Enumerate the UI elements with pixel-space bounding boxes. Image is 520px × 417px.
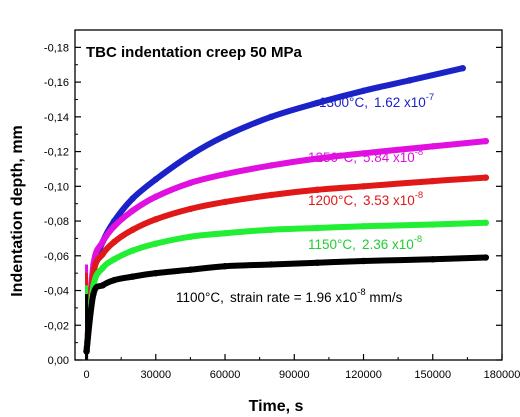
data-series-group (83, 65, 490, 360)
data-point (152, 269, 159, 277)
data-point (360, 150, 367, 157)
data-point (429, 256, 436, 263)
data-point (99, 238, 106, 246)
data-point (90, 290, 97, 298)
annotation-1100: 1100°C, strain rate = 1.96 x10-8 mm/s (176, 287, 403, 305)
y-tick-label: -0,12 (44, 147, 69, 159)
data-point (429, 221, 436, 228)
data-point (152, 240, 159, 247)
data-point (314, 186, 321, 193)
data-point (129, 195, 136, 202)
annotation-1250: 1250°C, 5.84 x10-8 (308, 147, 423, 165)
data-point (111, 223, 118, 230)
y-axis-ticks: 0,00 -0,02 -0,04 -0,06 -0,08 -0,10 -0,12 -0,14 -… (44, 42, 502, 367)
data-point (459, 65, 466, 72)
data-point (482, 174, 490, 181)
data-point (152, 216, 159, 223)
data-point (482, 137, 490, 145)
data-point (267, 191, 275, 199)
x-tick-label: 150000 (414, 369, 451, 381)
data-point (360, 223, 367, 230)
x-tick-label: 180000 (484, 369, 520, 381)
data-point (406, 77, 413, 84)
y-tick-label: -0,02 (44, 320, 69, 332)
x-tick-label: 30000 (140, 369, 171, 381)
data-point (482, 254, 490, 261)
data-point (267, 113, 275, 121)
y-tick-label: -0,18 (44, 42, 69, 54)
data-point (187, 151, 194, 159)
data-point (314, 155, 321, 162)
data-point (221, 263, 229, 270)
data-point (221, 198, 229, 206)
data-point (152, 193, 159, 200)
data-point (314, 259, 321, 266)
chart-title: TBC indentation creep 50 MPa (86, 44, 303, 61)
data-point (267, 226, 275, 233)
data-point (99, 264, 106, 272)
data-point (429, 177, 436, 185)
data-point (314, 224, 321, 232)
data-point (129, 273, 136, 280)
data-point (129, 226, 136, 233)
y-axis-label: Indentation depth, mm (9, 125, 26, 297)
data-point (314, 99, 321, 107)
plot-frame (74, 29, 503, 361)
data-point (267, 261, 275, 268)
data-point (111, 276, 118, 284)
annotation-1300: 1300°C, 1.62 x10-7 (319, 92, 434, 110)
data-point (221, 132, 229, 140)
data-point (152, 176, 159, 183)
annotation-1150: 1150°C, 2.36 x10-8 (308, 234, 422, 252)
data-point (187, 233, 194, 240)
data-point (129, 247, 136, 254)
y-tick-label: -0,06 (44, 251, 69, 263)
data-point (221, 170, 229, 178)
data-point (267, 162, 275, 169)
data-point (187, 179, 194, 187)
data-point (187, 205, 194, 213)
data-point (360, 183, 367, 190)
data-point (111, 256, 118, 263)
x-tick-label: 120000 (345, 369, 382, 381)
data-point (221, 230, 229, 237)
data-point (99, 250, 106, 258)
x-tick-label: 0 (83, 369, 89, 381)
x-axis-label: Time, s (249, 398, 304, 415)
data-point (360, 257, 367, 265)
data-point (99, 282, 106, 289)
x-tick-label: 90000 (279, 369, 310, 381)
x-tick-label: 60000 (210, 369, 241, 381)
x-axis-ticks: 0 30000 60000 90000 120000 150000 180000 (83, 354, 520, 381)
annotation-1200: 1200°C, 3.53 x10-8 (308, 190, 423, 208)
data-point (360, 87, 367, 94)
data-point (187, 266, 194, 273)
y-tick-label: -0,14 (44, 112, 69, 124)
data-point (111, 238, 118, 246)
y-tick-label: -0,16 (44, 77, 69, 89)
y-tick-label: -0,08 (44, 216, 69, 228)
data-point (129, 207, 136, 214)
data-point (429, 143, 436, 150)
data-point (482, 219, 490, 226)
y-tick-label: -0,04 (44, 286, 69, 298)
y-tick-label: -0,10 (44, 181, 69, 193)
y-tick-label: 0,00 (48, 355, 69, 367)
